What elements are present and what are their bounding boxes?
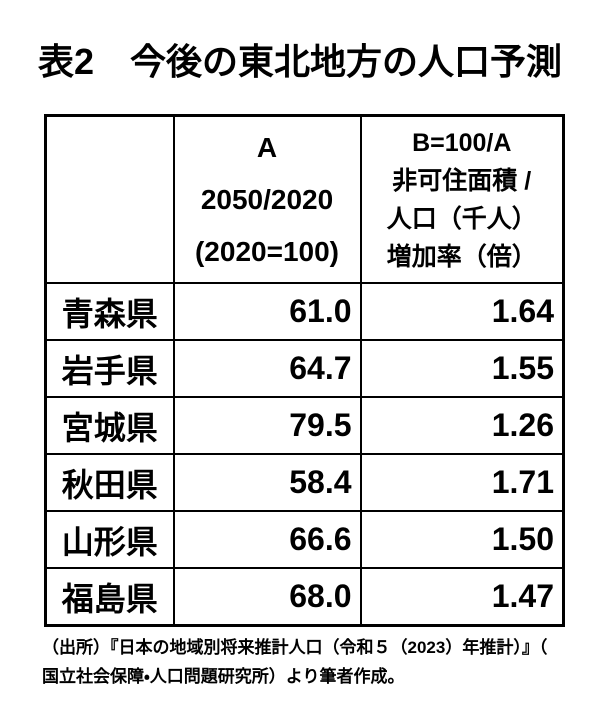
header-a-line2: 2050/2020 [200, 183, 334, 215]
table-row: 岩手県 64.7 1.55 [44, 339, 565, 398]
table-header-row: A 2050/2020 (2020=100) B=100/A 非可住面積 / 人… [44, 114, 565, 284]
header-a-line3: (2020=100) [194, 235, 339, 267]
header-b-line1: B=100/A [412, 128, 512, 157]
header-cell-prefecture [44, 114, 175, 284]
page-title: 表2 今後の東北地方の人口予測 [38, 41, 563, 82]
ratio-cell: 1.50 [359, 510, 565, 569]
table-row: 山形県 66.6 1.50 [44, 510, 565, 569]
header-b-line2: 非可住面積 / [392, 166, 532, 195]
table-row: 宮城県 79.5 1.26 [44, 396, 565, 455]
header-a-line1: A [256, 131, 278, 163]
index-cell: 64.7 [172, 339, 362, 398]
ratio-cell: 1.64 [359, 282, 565, 341]
header-cell-index-a: A 2050/2020 (2020=100) [172, 114, 362, 284]
table-row: 秋田県 58.4 1.71 [44, 453, 565, 512]
source-note: （出所）『日本の地域別将来推計人口（令和５（2023）年推計）』（ 国立社会保障… [42, 633, 547, 691]
table-row: 福島県 68.0 1.47 [44, 567, 565, 627]
ratio-cell: 1.55 [359, 339, 565, 398]
table-row: 青森県 61.0 1.64 [44, 282, 565, 341]
population-projection-table: A 2050/2020 (2020=100) B=100/A 非可住面積 / 人… [44, 114, 565, 627]
header-cell-ratio-b: B=100/A 非可住面積 / 人口（千人） 増加率（倍） [359, 114, 565, 284]
ratio-cell: 1.26 [359, 396, 565, 455]
index-cell: 79.5 [172, 396, 362, 455]
prefecture-cell: 福島県 [44, 567, 175, 627]
prefecture-cell: 青森県 [44, 282, 175, 341]
prefecture-cell: 山形県 [44, 510, 175, 569]
index-cell: 58.4 [172, 453, 362, 512]
index-cell: 68.0 [172, 567, 362, 627]
source-note-line2: 国立社会保障・人口問題研究所）より筆者作成。 [42, 667, 405, 686]
header-b-line4: 増加率（倍） [386, 242, 537, 271]
prefecture-cell: 秋田県 [44, 453, 175, 512]
ratio-cell: 1.47 [359, 567, 565, 627]
prefecture-cell: 岩手県 [44, 339, 175, 398]
prefecture-cell: 宮城県 [44, 396, 175, 455]
header-b-line3: 人口（千人） [386, 204, 537, 233]
index-cell: 61.0 [172, 282, 362, 341]
index-cell: 66.6 [172, 510, 362, 569]
ratio-cell: 1.71 [359, 453, 565, 512]
source-note-line1: （出所）『日本の地域別将来推計人口（令和５（2023）年推計）』（ [42, 638, 548, 657]
